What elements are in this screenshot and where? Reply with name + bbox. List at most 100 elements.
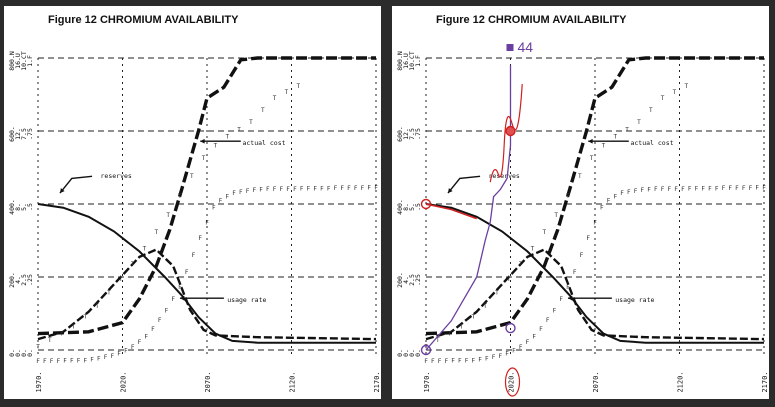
series-marker-f: F xyxy=(327,185,331,192)
series-marker-f: F xyxy=(300,186,304,193)
handwritten-squiggle xyxy=(489,84,523,183)
series-marker-t: T xyxy=(154,229,158,236)
series-marker-f: F xyxy=(192,252,196,259)
x-tick-label: 2020. xyxy=(120,371,128,392)
series-marker-f: F xyxy=(374,185,378,192)
series-marker-f: F xyxy=(526,339,530,346)
x-tick-label: 2070. xyxy=(592,371,600,392)
annotation-label: reserves xyxy=(489,172,520,180)
series-marker-t: T xyxy=(613,133,617,140)
series-marker-t: T xyxy=(448,331,452,338)
series-marker-f: F xyxy=(627,189,631,196)
series-marker-f: F xyxy=(654,186,658,193)
series-marker-f: F xyxy=(347,185,351,192)
series-marker-f: F xyxy=(742,185,746,192)
series-marker-t: T xyxy=(684,83,688,90)
series-marker-f: F xyxy=(708,185,712,192)
series-marker-t: T xyxy=(566,193,570,200)
series-marker-t: T xyxy=(296,83,300,90)
series-line-actual-cost xyxy=(37,56,376,336)
series-line-usage-rate xyxy=(425,248,765,341)
series-marker-t: T xyxy=(48,337,52,344)
series-marker-f: F xyxy=(266,186,270,193)
annotation-arrowhead xyxy=(200,138,205,144)
series-marker-f: F xyxy=(198,235,202,242)
series-marker-t: T xyxy=(625,127,629,134)
series-marker-f: F xyxy=(519,344,523,351)
series-marker-f: F xyxy=(688,186,692,193)
annotation-arrow xyxy=(447,175,481,194)
series-marker-f: F xyxy=(138,339,142,346)
series-marker-f: F xyxy=(320,185,324,192)
series-marker-t: T xyxy=(424,343,428,350)
series-marker-f: F xyxy=(674,186,678,193)
series-marker-f: F xyxy=(613,193,617,200)
y-tick-label: 400. xyxy=(8,199,16,215)
series-marker-f: F xyxy=(111,353,115,360)
series-marker-f: F xyxy=(185,269,189,276)
y-tick-label: 10.CT xyxy=(408,51,416,71)
series-marker-f: F xyxy=(354,185,358,192)
y-tick-label: 16.U xyxy=(14,53,22,69)
x-tick-label: 2170. xyxy=(761,371,769,392)
series-marker-f: F xyxy=(424,358,428,365)
y-tick-label: .25 xyxy=(26,274,34,286)
series-marker-f: F xyxy=(762,185,766,192)
figure-title: Figure 12 CHROMIUM AVAILABILITY xyxy=(48,14,239,26)
y-tick-label: 200. xyxy=(396,272,404,288)
y-tick-label: 0. xyxy=(26,349,34,357)
series-marker-f: F xyxy=(36,358,40,365)
figure-panel-annotated: Figure 12 CHROMIUM AVAILABILITY 800.N 600… xyxy=(392,6,769,399)
series-marker-f: F xyxy=(728,185,732,192)
y-tick-label: 800.N xyxy=(8,51,16,71)
annotation-label: reserves xyxy=(101,172,132,180)
x-tick-label: 2020. xyxy=(508,371,516,392)
series-marker-f: F xyxy=(124,347,128,354)
annotation-label: usage rate xyxy=(227,296,266,304)
series-marker-f: F xyxy=(532,334,536,341)
series-marker-t: T xyxy=(436,337,440,344)
series-marker-t: T xyxy=(673,89,677,96)
series-marker-f: F xyxy=(735,185,739,192)
series-marker-f: F xyxy=(205,219,209,226)
x-tick-label: 2070. xyxy=(204,371,212,392)
series-marker-f: F xyxy=(43,358,47,365)
series-marker-t: T xyxy=(72,324,76,331)
series-marker-t: T xyxy=(84,313,88,320)
series-marker-f: F xyxy=(701,186,705,193)
series-marker-f: F xyxy=(340,185,344,192)
series-marker-f: F xyxy=(219,198,223,205)
handwritten-circle xyxy=(420,344,432,356)
series-marker-t: T xyxy=(495,290,499,297)
series-marker-f: F xyxy=(451,358,455,365)
series-marker-t: T xyxy=(60,331,64,338)
chart-left: 800.N 600. 400. 200. 0. 16.U 12. 8. 4. 0. 10.CT 7.5… xyxy=(8,51,381,392)
y-tick-label: 0. xyxy=(396,349,404,357)
series-marker-t: T xyxy=(249,119,253,126)
series-marker-t: T xyxy=(285,89,289,96)
series-marker-f: F xyxy=(104,354,108,361)
y-tick-label: 1.F xyxy=(414,55,422,67)
figure-panel-original: Figure 12 CHROMIUM AVAILABILITY 800.N 600… xyxy=(4,6,381,399)
series-marker-f: F xyxy=(749,185,753,192)
series-marker-f: F xyxy=(634,188,638,195)
y-tick-label: 7.5 xyxy=(408,128,416,140)
y-tick-label: 8. xyxy=(14,203,22,211)
handwritten-marker xyxy=(506,44,514,51)
annotation-label: usage rate xyxy=(615,296,654,304)
series-marker-t: T xyxy=(519,261,523,268)
series-marker-f: F xyxy=(444,358,448,365)
series-marker-t: T xyxy=(178,193,182,200)
x-tick-label: 1970. xyxy=(35,371,43,392)
y-tick-label: 12. xyxy=(14,128,22,140)
series-marker-t: T xyxy=(119,276,123,283)
y-tick-label: 400. xyxy=(396,199,404,215)
y-tick-label: .75 xyxy=(26,128,34,140)
annotation-label: actual cost xyxy=(630,139,673,147)
series-marker-f: F xyxy=(273,186,277,193)
series-line-actual-cost xyxy=(425,56,764,336)
series-marker-f: F xyxy=(492,354,496,361)
y-tick-label: 0. xyxy=(402,349,410,357)
series-marker-t: T xyxy=(578,173,582,180)
y-tick-label: 600. xyxy=(8,126,16,142)
